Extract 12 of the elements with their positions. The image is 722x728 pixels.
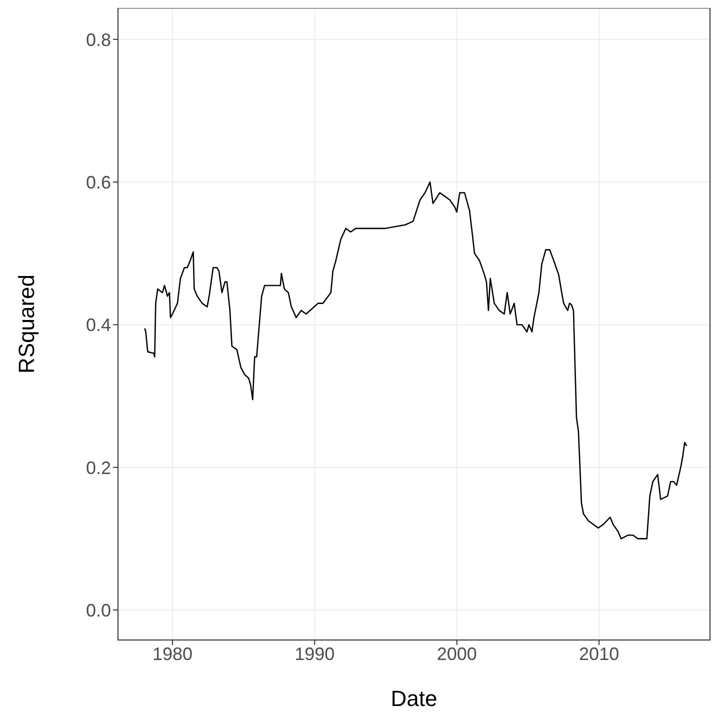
y-tick-label: 0.0 <box>86 600 111 620</box>
x-tick-label: 1980 <box>152 644 192 664</box>
y-tick-label: 0.2 <box>86 458 111 478</box>
line-series <box>144 181 688 540</box>
x-tick-label: 1990 <box>294 644 335 664</box>
y-tick-label: 0.4 <box>86 315 111 336</box>
y-tick-label: 0.6 <box>86 172 111 192</box>
y-axis-title: RSquared <box>14 274 39 374</box>
y-tick-label: 0.8 <box>86 30 111 50</box>
x-tick-label: 2000 <box>436 644 477 664</box>
x-tick-label: 2010 <box>579 644 620 664</box>
x-axis-title: Date <box>390 686 438 711</box>
